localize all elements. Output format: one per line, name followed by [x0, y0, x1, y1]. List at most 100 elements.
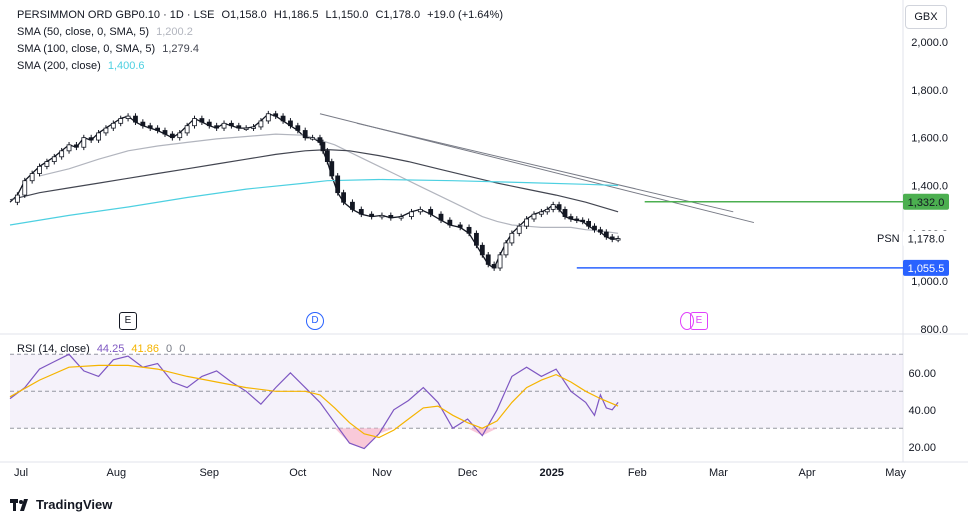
sma200-value: 1,400.6	[107, 60, 145, 72]
candle-body	[350, 201, 355, 210]
candle-body	[509, 232, 515, 244]
time-tick-label: Dec	[458, 467, 478, 479]
future-earnings-event-marker[interactable]: E	[690, 312, 708, 330]
price-tick-label: 1,000.0	[911, 276, 948, 288]
earnings-event-marker[interactable]: E	[119, 312, 137, 330]
candle-body	[280, 115, 286, 122]
series-sma-100	[9, 148, 619, 213]
candle-body	[503, 242, 509, 256]
rsi-tick-label: 40.00	[908, 405, 936, 417]
candle-body	[59, 150, 65, 158]
rsi-tick-label: 60.00	[908, 368, 936, 380]
candle-body	[562, 209, 568, 217]
candle-body	[192, 118, 197, 127]
sma100-value: 1,279.4	[162, 43, 199, 55]
candle-body	[417, 209, 423, 213]
candle-body	[295, 125, 301, 131]
candle-body	[81, 137, 87, 148]
candle-body	[324, 150, 330, 162]
candle-body	[14, 194, 20, 203]
candle-body	[110, 122, 116, 129]
candle-body	[524, 218, 530, 227]
candle-body	[118, 118, 124, 124]
symbol-header: PERSIMMON ORD GBP0.10 · 1D · LSE O1,158.…	[17, 8, 507, 22]
open-value: O1,158.0	[221, 9, 267, 21]
candle-body	[409, 211, 414, 217]
close-value: C1,178.0	[375, 9, 421, 21]
time-tick-label: Mar	[709, 467, 728, 479]
candle-body	[474, 232, 479, 246]
candle-body	[586, 220, 592, 227]
candle-body	[147, 125, 153, 129]
candle-body	[497, 254, 503, 269]
candle-body	[428, 209, 434, 215]
candle-body	[457, 224, 463, 228]
candle-body	[236, 125, 242, 129]
low-value: L1,150.0	[325, 9, 369, 21]
candle-body	[320, 142, 326, 152]
candle-body	[609, 236, 615, 240]
rsi-tick-label: 20.00	[908, 442, 936, 454]
candle-body	[556, 204, 562, 210]
time-tick-label: Aug	[106, 467, 126, 479]
candle-body	[379, 214, 385, 218]
candle-body	[162, 130, 168, 135]
candle-body	[598, 229, 603, 233]
series-rsi	[9, 353, 619, 450]
candle-body	[398, 216, 404, 219]
candle-body	[568, 216, 574, 220]
candle-body	[580, 219, 586, 223]
candle-body	[544, 209, 550, 213]
price-tick-label: 2,000.0	[911, 37, 948, 49]
price-tick-label: 1,400.0	[911, 181, 948, 193]
candle-body	[96, 132, 101, 141]
candle-body	[531, 213, 537, 220]
candle-body	[485, 254, 491, 265]
candle-body	[221, 122, 227, 129]
candle-body	[140, 121, 146, 127]
currency-button[interactable]: GBX	[905, 5, 947, 29]
candle-body	[251, 126, 256, 129]
rsi-legend[interactable]: RSI (14, close) 44.25 41.86 0 0	[17, 343, 185, 355]
candle-body	[358, 209, 364, 215]
dividend-event-marker[interactable]: D	[306, 312, 324, 330]
candle-body	[229, 122, 234, 127]
change-value: +19.0 (+1.64%)	[427, 9, 503, 21]
time-tick-label: Feb	[628, 467, 647, 479]
candle-body	[341, 192, 346, 203]
candle-body	[538, 211, 544, 215]
candle-body	[592, 225, 597, 231]
time-tick-label: Sep	[199, 467, 219, 479]
candle-body	[310, 137, 315, 140]
tradingview-wordmark: TradingView	[36, 497, 113, 512]
sma50-label: SMA (50, close, 0, SMA, 5)	[17, 26, 150, 38]
tradingview-logo[interactable]: TradingView	[10, 497, 112, 512]
time-tick-label: Apr	[798, 467, 815, 479]
candle-body	[574, 218, 580, 221]
candle-body	[184, 125, 190, 134]
time-tick-label: 2025	[539, 467, 563, 479]
ticker-tag: PSN	[877, 233, 900, 245]
sma50-legend[interactable]: SMA (50, close, 0, SMA, 5) 1,200.2	[17, 25, 197, 39]
price-tick-label: 1,800.0	[911, 85, 948, 97]
series-sma-200	[9, 178, 619, 226]
candle-body	[265, 113, 271, 122]
candle-body	[288, 120, 293, 127]
sma100-legend[interactable]: SMA (100, close, 0, SMA, 5) 1,279.4	[17, 42, 203, 56]
candle-body	[199, 118, 205, 123]
symbol-name: PERSIMMON ORD GBP0.10 · 1D · LSE	[17, 9, 215, 21]
candle-body	[214, 125, 220, 129]
series-price	[9, 113, 619, 269]
candle-body	[37, 165, 42, 174]
last-price-tag-label: 1,178.0	[908, 234, 945, 246]
candle-body	[74, 144, 79, 148]
resistance-tag-bg	[903, 193, 949, 210]
candle-body	[438, 213, 444, 221]
sma200-legend[interactable]: SMA (200, close) 1,400.6	[17, 59, 149, 73]
time-tick-label: May	[885, 467, 906, 479]
support-tag-bg	[903, 259, 949, 276]
candle-body	[369, 213, 375, 217]
candle-body	[273, 113, 279, 117]
candle-body	[51, 156, 57, 162]
